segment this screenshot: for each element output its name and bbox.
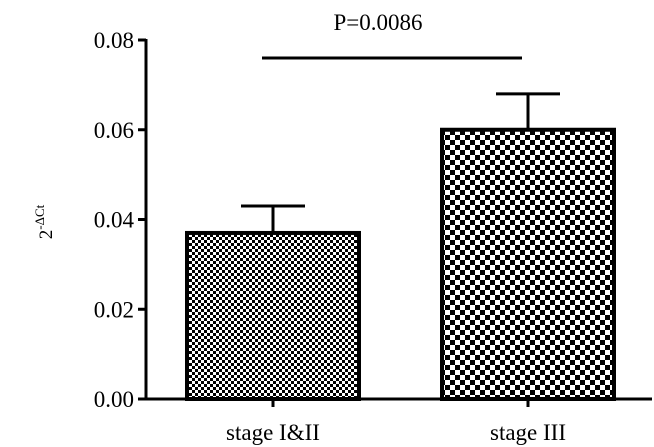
y-tick-label: 0.06 <box>94 118 134 143</box>
y-axis-label-exponent: -ΔCt <box>32 204 47 229</box>
bars-group <box>185 127 616 401</box>
significance-label: P=0.0086 <box>333 10 422 35</box>
y-tick-label: 0.04 <box>94 208 135 233</box>
x-tick-label: stage I&II <box>226 420 320 445</box>
x-axis-ticks: stage I&II stage III <box>226 399 566 445</box>
x-tick-label: stage III <box>490 420 566 445</box>
bar <box>440 127 616 401</box>
y-tick-label: 0.02 <box>94 297 134 322</box>
error-bars-group <box>241 92 560 233</box>
bar <box>185 230 361 401</box>
y-axis-ticks: 0.00 0.02 0.04 0.06 0.08 <box>94 28 146 412</box>
y-axis-label-base: 2 <box>36 230 57 240</box>
y-tick-label: 0.08 <box>94 28 134 53</box>
y-tick-label: 0.00 <box>94 387 134 412</box>
y-axis-label: 2-ΔCt <box>32 204 57 239</box>
